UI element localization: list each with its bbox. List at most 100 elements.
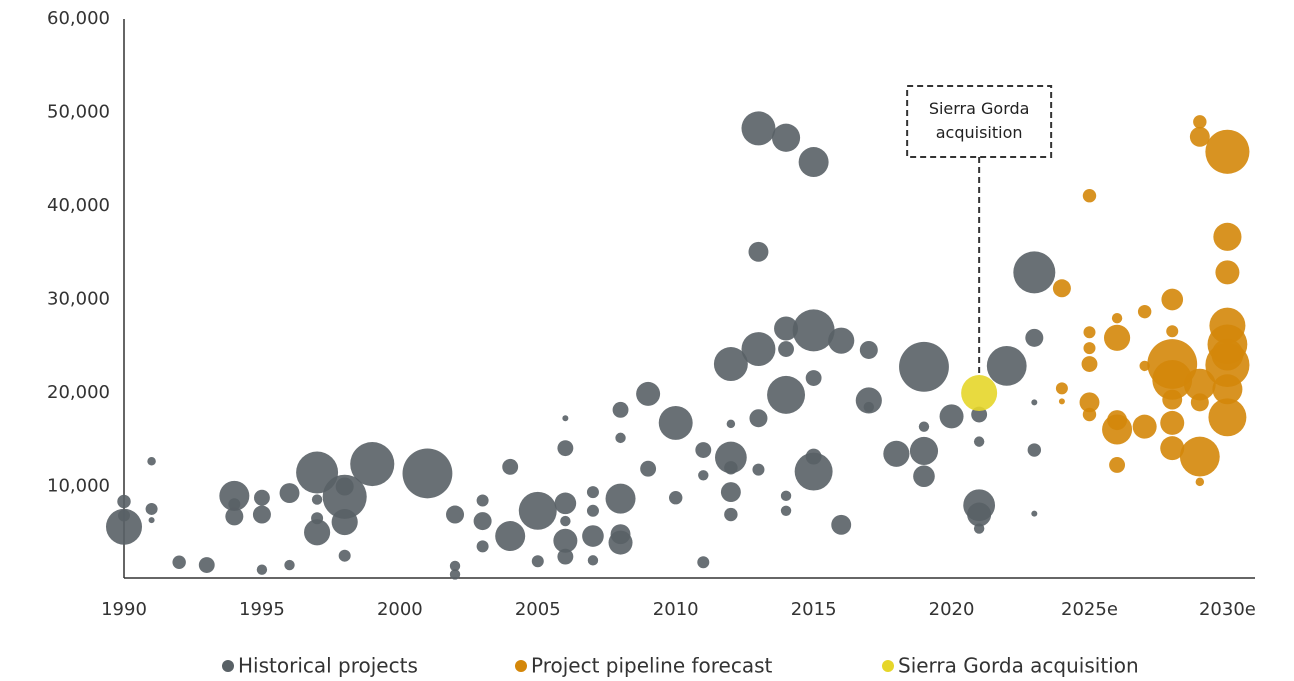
bubble	[1025, 328, 1044, 347]
x-tick-label: 2010	[653, 599, 699, 620]
bubble	[605, 483, 636, 514]
bubble	[1211, 338, 1244, 371]
bubble	[741, 111, 776, 146]
bubble	[828, 327, 855, 354]
bubble	[939, 404, 964, 429]
bubble	[554, 492, 577, 515]
x-tick-label: 1995	[239, 599, 285, 620]
bubble	[713, 347, 748, 381]
bubble	[1189, 126, 1210, 147]
bubble	[1081, 356, 1098, 372]
bubble	[557, 548, 574, 565]
bubble	[1179, 436, 1220, 477]
bubble	[752, 463, 765, 476]
bubble	[780, 490, 792, 502]
bubble	[1109, 457, 1126, 473]
bubble	[322, 474, 367, 519]
bubble	[284, 559, 295, 571]
bubble	[531, 555, 544, 568]
annotation-box	[906, 85, 1053, 158]
bubble	[749, 409, 768, 428]
bubble	[986, 345, 1027, 386]
bubble	[1160, 436, 1185, 461]
bubble	[148, 517, 155, 524]
bubble	[615, 432, 626, 444]
bubble	[1162, 389, 1183, 410]
y-tick-label: 20,000	[47, 382, 110, 403]
bubble	[859, 340, 878, 359]
legend-label: Historical projects	[238, 654, 418, 678]
bubble	[720, 482, 741, 503]
bubble	[1213, 222, 1242, 251]
bubble	[697, 556, 710, 569]
bubble	[311, 494, 323, 505]
x-tick-label: 2015	[791, 599, 837, 620]
bubble	[1079, 392, 1100, 413]
bubble	[1027, 443, 1042, 457]
bubble	[780, 505, 792, 517]
bubble	[473, 512, 492, 531]
bubble	[1031, 399, 1038, 406]
bubble	[918, 421, 930, 432]
bubble	[350, 442, 395, 487]
bubble	[612, 401, 629, 418]
bubble	[715, 441, 747, 474]
bubble	[219, 480, 250, 511]
bubble	[1195, 477, 1205, 487]
bubble	[640, 460, 657, 477]
bubble	[1082, 407, 1097, 422]
annotation: Sierra Gorda acquisition	[929, 99, 1030, 142]
bubble	[252, 505, 271, 524]
bubble	[1160, 410, 1185, 435]
bubble	[1111, 313, 1123, 324]
bubble	[913, 465, 935, 488]
bubble	[147, 457, 156, 466]
bubble	[636, 381, 661, 406]
bubble	[792, 309, 835, 352]
y-tick-label: 10,000	[47, 476, 110, 497]
bubble	[1013, 251, 1056, 294]
bubble	[586, 486, 599, 499]
legend-label: Project pipeline forecast	[531, 654, 773, 678]
bubble	[1052, 279, 1071, 298]
bubble	[899, 341, 949, 392]
y-tick-label: 50,000	[47, 102, 110, 123]
bubble	[449, 569, 461, 580]
bubble	[1190, 393, 1209, 412]
bubble	[311, 512, 324, 525]
bubble	[253, 489, 270, 506]
y-tick-label: 40,000	[47, 195, 110, 216]
legend-marker	[222, 660, 234, 672]
bubble	[335, 477, 354, 496]
bubble	[553, 528, 578, 553]
bubble	[1055, 382, 1068, 395]
bubble	[1031, 510, 1038, 517]
x-tick-label: 2025e	[1061, 599, 1118, 620]
y-tick-label: 60,000	[47, 8, 110, 29]
bubble	[106, 508, 142, 545]
bubble	[172, 555, 186, 569]
bubble	[495, 521, 526, 552]
bubble	[1107, 410, 1128, 431]
bubble	[118, 509, 130, 522]
bubble	[1183, 368, 1216, 401]
bubble	[724, 461, 738, 475]
bubble	[331, 508, 358, 536]
bubble	[562, 415, 569, 422]
bubble	[1139, 360, 1150, 372]
bubble	[798, 147, 829, 178]
legend-label: Sierra Gorda acquisition	[898, 654, 1139, 678]
bubble	[767, 375, 806, 414]
bubble	[225, 507, 244, 526]
bubble	[831, 514, 852, 535]
bubble	[449, 560, 461, 572]
bubble	[658, 405, 693, 440]
bubble	[1161, 288, 1184, 311]
bubble	[476, 494, 489, 507]
bubble	[338, 549, 351, 562]
bubble	[117, 494, 131, 509]
bubble	[1103, 324, 1131, 351]
bubble	[967, 502, 992, 527]
bubble	[805, 370, 822, 386]
